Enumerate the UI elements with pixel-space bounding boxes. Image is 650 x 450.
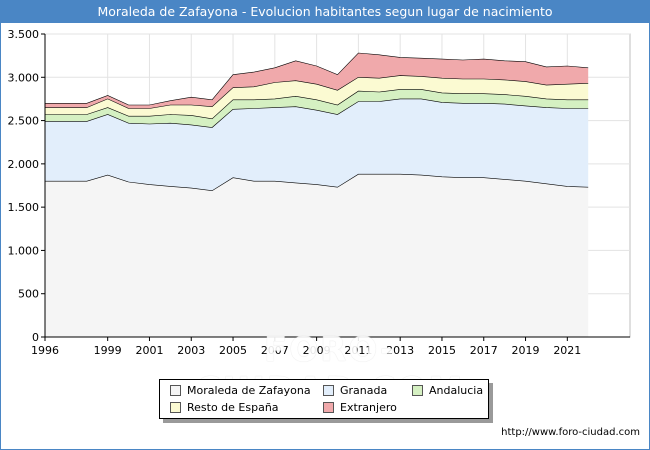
line-series-3 <box>45 75 589 109</box>
y-tick-label: 500 <box>18 288 39 301</box>
line-series-4 <box>45 52 589 106</box>
line-series-1 <box>45 98 589 128</box>
legend-swatch <box>170 384 181 396</box>
line-series-0 <box>45 173 589 192</box>
x-tick-label: 2003 <box>177 344 205 357</box>
line-series-2 <box>45 89 589 120</box>
x-tick-label: 2009 <box>303 344 331 357</box>
legend-item-granada: Granada <box>323 384 387 398</box>
y-tick-label: 3.500 <box>8 28 40 41</box>
x-tick-label: 1999 <box>94 344 122 357</box>
x-tick-label: 2017 <box>470 344 498 357</box>
y-tick-label: 0 <box>32 331 39 344</box>
area-series-3 <box>45 75 589 119</box>
legend-label: Andalucia <box>429 384 484 397</box>
x-tick-label: 2007 <box>261 344 289 357</box>
legend: Moraleda de Zafayona Granada Andalucia R… <box>159 379 489 419</box>
legend-label: Moraleda de Zafayona <box>187 384 311 397</box>
area-series-4 <box>45 53 589 109</box>
area-series-0 <box>45 174 589 337</box>
area-series-2 <box>45 89 589 128</box>
x-tick-label: 2015 <box>428 344 456 357</box>
legend-swatch <box>170 401 181 413</box>
x-tick-label: 2019 <box>512 344 540 357</box>
legend-label: Granada <box>340 384 388 397</box>
legend-swatch <box>412 384 423 396</box>
legend-item-andalucia: Andalucia <box>412 384 483 398</box>
series-lines <box>45 52 589 192</box>
area-series-1 <box>45 98 589 191</box>
legend-item-extranjero: Extranjero <box>323 401 397 415</box>
legend-swatch <box>323 384 334 396</box>
y-tick-label: 3.000 <box>8 71 40 84</box>
legend-item-moraleda: Moraleda de Zafayona <box>170 384 311 398</box>
x-tick-label: 2001 <box>135 344 163 357</box>
x-tick-label: 2005 <box>219 344 247 357</box>
legend-label: Extranjero <box>340 401 397 414</box>
chart-title: Moraleda de Zafayona - Evolucion habitan… <box>1 1 649 23</box>
series-areas <box>45 53 589 337</box>
y-tick-label: 1.000 <box>8 244 40 257</box>
axes: 0 500 1.000 1.500 2.000 2.500 3.000 3.500 1996 19… <box>8 28 630 357</box>
x-tick-label: 1996 <box>31 344 59 357</box>
y-tick-label: 2.500 <box>8 115 40 128</box>
x-tick-label: 2011 <box>344 344 372 357</box>
source-url: http://www.foro-ciudad.com <box>501 427 640 438</box>
x-tick-label: 2021 <box>553 344 581 357</box>
legend-item-resto-espana: Resto de España <box>170 401 279 415</box>
legend-label: Resto de España <box>187 401 279 414</box>
y-tick-label: 2.000 <box>8 158 40 171</box>
x-tick-label: 2013 <box>386 344 414 357</box>
legend-swatch <box>323 401 334 413</box>
y-tick-label: 1.500 <box>8 201 40 214</box>
